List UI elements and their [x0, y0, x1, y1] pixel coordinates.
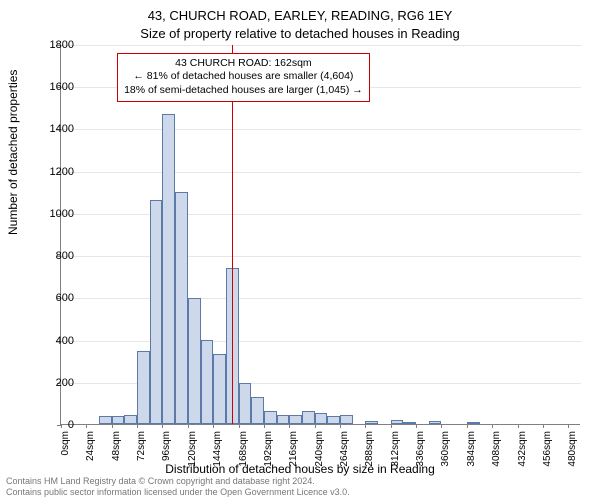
- xtick-label: 336sqm: [415, 431, 426, 471]
- ytick-label: 1600: [24, 81, 74, 93]
- xtick-label: 168sqm: [238, 431, 249, 471]
- histogram-bar: [239, 383, 252, 424]
- xtick-mark: [467, 424, 468, 428]
- xtick-mark: [492, 424, 493, 428]
- histogram-bar: [429, 421, 442, 424]
- ytick-label: 600: [24, 292, 74, 304]
- histogram-bar: [175, 192, 188, 424]
- xtick-mark: [391, 424, 392, 428]
- footer-line-1: Contains HM Land Registry data © Crown c…: [6, 476, 350, 487]
- chart-area: [60, 45, 580, 425]
- xtick-mark: [264, 424, 265, 428]
- xtick-label: 264sqm: [339, 431, 350, 471]
- plot-area: [60, 45, 580, 425]
- histogram-bar: [150, 200, 163, 424]
- histogram-bar: [162, 114, 175, 424]
- histogram-bar: [251, 397, 264, 424]
- histogram-bar: [277, 415, 290, 425]
- xtick-label: 408sqm: [491, 431, 502, 471]
- xtick-mark: [137, 424, 138, 428]
- xtick-mark: [188, 424, 189, 428]
- xtick-label: 216sqm: [288, 431, 299, 471]
- gridline: [61, 172, 581, 173]
- ytick-label: 0: [24, 419, 74, 431]
- xtick-label: 384sqm: [466, 431, 477, 471]
- xtick-mark: [568, 424, 569, 428]
- xtick-label: 24sqm: [85, 431, 96, 471]
- xtick-label: 360sqm: [440, 431, 451, 471]
- xtick-label: 48sqm: [111, 431, 122, 471]
- chart-title-address: 43, CHURCH ROAD, EARLEY, READING, RG6 1E…: [0, 8, 600, 23]
- gridline: [61, 214, 581, 215]
- xtick-label: 456sqm: [542, 431, 553, 471]
- histogram-bar: [264, 411, 277, 424]
- histogram-bar: [124, 415, 137, 425]
- xtick-label: 480sqm: [567, 431, 578, 471]
- gridline: [61, 129, 581, 130]
- histogram-bar: [315, 413, 328, 424]
- xtick-mark: [112, 424, 113, 428]
- xtick-label: 432sqm: [517, 431, 528, 471]
- xtick-mark: [416, 424, 417, 428]
- histogram-bar: [201, 340, 214, 424]
- xtick-label: 288sqm: [364, 431, 375, 471]
- gridline: [61, 256, 581, 257]
- gridline: [61, 341, 581, 342]
- xtick-mark: [239, 424, 240, 428]
- annotation-line: 18% of semi-detached houses are larger (…: [124, 84, 363, 98]
- xtick-label: 312sqm: [390, 431, 401, 471]
- ytick-label: 1000: [24, 208, 74, 220]
- xtick-mark: [162, 424, 163, 428]
- xtick-mark: [213, 424, 214, 428]
- xtick-mark: [543, 424, 544, 428]
- ytick-label: 1800: [24, 39, 74, 51]
- histogram-bar: [137, 351, 150, 424]
- gridline: [61, 45, 581, 46]
- xtick-label: 0sqm: [60, 431, 71, 471]
- xtick-mark: [289, 424, 290, 428]
- gridline: [61, 298, 581, 299]
- histogram-bar: [302, 411, 315, 424]
- histogram-bar: [391, 420, 404, 424]
- histogram-bar: [403, 422, 416, 424]
- xtick-mark: [518, 424, 519, 428]
- xtick-mark: [441, 424, 442, 428]
- histogram-bar: [99, 416, 112, 424]
- histogram-bar: [112, 416, 125, 424]
- chart-title-sub: Size of property relative to detached ho…: [0, 26, 600, 41]
- footer-attribution: Contains HM Land Registry data © Crown c…: [6, 476, 350, 498]
- histogram-bar: [289, 415, 302, 425]
- ytick-label: 200: [24, 377, 74, 389]
- ytick-label: 800: [24, 250, 74, 262]
- histogram-bar: [467, 422, 480, 424]
- histogram-bar: [327, 416, 340, 424]
- histogram-bar: [340, 415, 353, 425]
- histogram-bar: [213, 354, 226, 424]
- annotation-line: 43 CHURCH ROAD: 162sqm: [124, 57, 363, 71]
- ytick-label: 1400: [24, 123, 74, 135]
- ytick-label: 400: [24, 335, 74, 347]
- xtick-mark: [315, 424, 316, 428]
- y-axis-label: Number of detached properties: [6, 70, 20, 235]
- property-marker-line: [232, 45, 233, 424]
- xtick-mark: [365, 424, 366, 428]
- xtick-label: 144sqm: [212, 431, 223, 471]
- histogram-bar: [188, 298, 201, 424]
- xtick-label: 240sqm: [314, 431, 325, 471]
- xtick-mark: [86, 424, 87, 428]
- xtick-label: 72sqm: [136, 431, 147, 471]
- annotation-line: ← 81% of detached houses are smaller (4,…: [124, 70, 363, 84]
- footer-line-2: Contains public sector information licen…: [6, 487, 350, 498]
- chart-container: 43, CHURCH ROAD, EARLEY, READING, RG6 1E…: [0, 0, 600, 500]
- xtick-label: 120sqm: [187, 431, 198, 471]
- xtick-label: 192sqm: [263, 431, 274, 471]
- histogram-bar: [365, 421, 378, 424]
- xtick-label: 96sqm: [161, 431, 172, 471]
- xtick-mark: [340, 424, 341, 428]
- annotation-box: 43 CHURCH ROAD: 162sqm← 81% of detached …: [117, 53, 370, 102]
- ytick-label: 1200: [24, 166, 74, 178]
